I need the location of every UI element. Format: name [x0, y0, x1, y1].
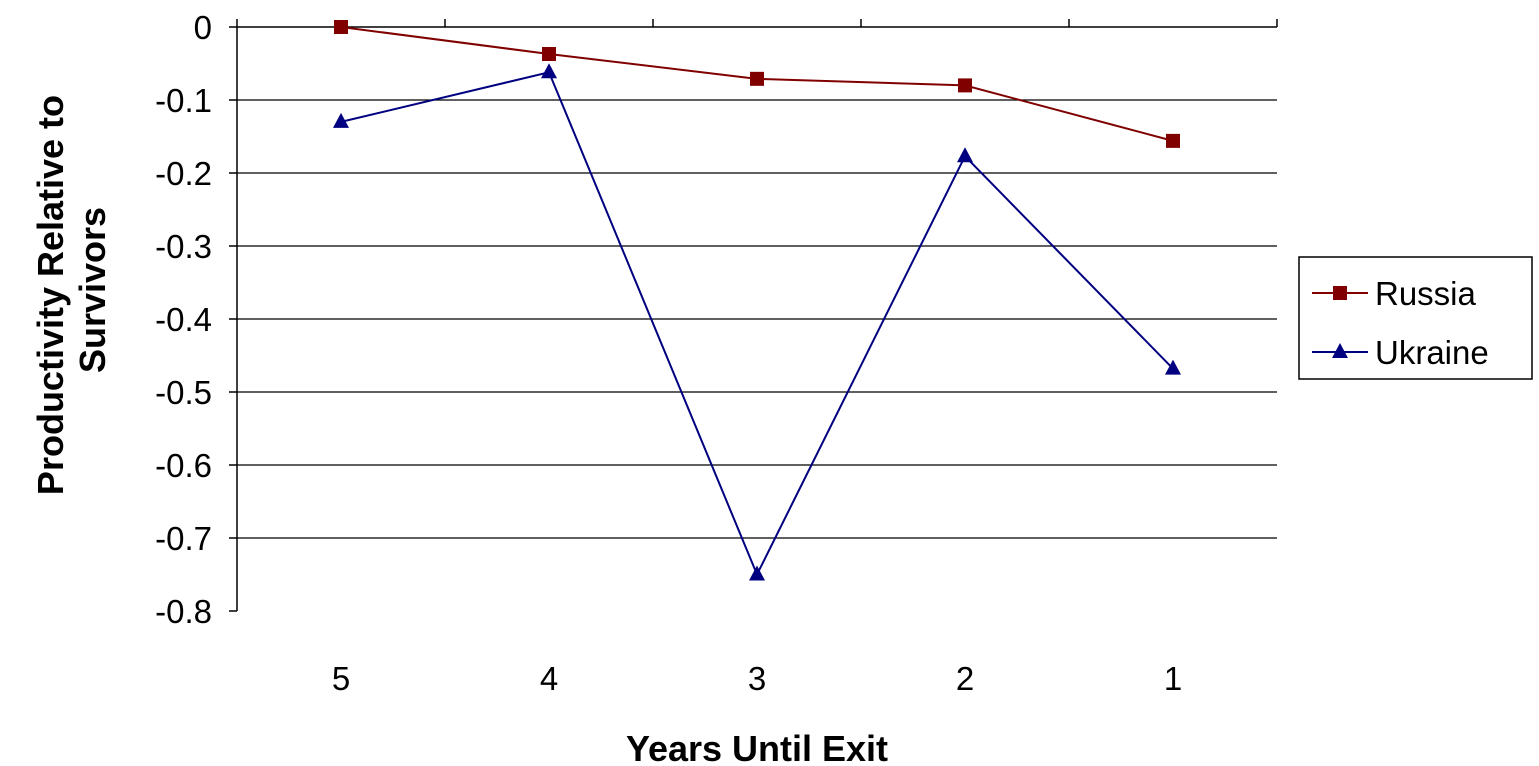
russia-point	[750, 71, 764, 86]
y-axis-ticks: 0 -0.1 -0.2 -0.3 -0.4 -0.5 -0.6 -0.7 -0.8	[155, 9, 237, 630]
ukraine-point	[333, 112, 349, 128]
x-tick-label: 2	[956, 660, 974, 697]
series-ukraine	[333, 63, 1181, 581]
y-tick-label: -0.8	[155, 593, 212, 630]
ukraine-point	[1165, 359, 1181, 375]
russia-point	[542, 47, 556, 62]
y-axis-title: Productivity Relative to Survivors	[30, 85, 113, 495]
russia-point	[958, 78, 972, 93]
russia-point	[1166, 133, 1180, 148]
series-group	[333, 20, 1181, 581]
x-axis-title: Years Until Exit	[626, 728, 888, 766]
y-tick-label: -0.1	[155, 82, 212, 119]
y-tick-label: 0	[194, 9, 212, 46]
y-axis-title-line-2: Survivors	[72, 207, 113, 373]
series-russia	[334, 20, 1180, 148]
x-tick-label: 1	[1164, 660, 1182, 697]
y-tick-label: -0.4	[155, 301, 212, 338]
legend: Russia Ukraine	[1298, 256, 1533, 380]
y-tick-label: -0.6	[155, 447, 212, 484]
legend-russia-label: Russia	[1375, 275, 1477, 312]
legend-ukraine-marker	[1332, 343, 1348, 358]
x-tick-label: 3	[748, 660, 766, 697]
x-tick-label: 4	[540, 660, 558, 697]
x-tick-label: 5	[332, 660, 350, 697]
legend-russia-marker	[1333, 286, 1347, 300]
y-axis-title-line-1: Productivity Relative to	[30, 95, 71, 495]
russia-point	[334, 20, 348, 34]
x-axis-ticks: 5 4 3 2 1	[236, 19, 1278, 697]
y-tick-label: -0.2	[155, 155, 212, 192]
ukraine-point	[541, 63, 557, 79]
legend-ukraine-label: Ukraine	[1375, 334, 1489, 371]
svg-text:Productivity Relative to: Productivity Relative to Survivors	[30, 85, 113, 495]
ukraine-line	[340, 71, 1174, 577]
y-tick-label: -0.5	[155, 374, 212, 411]
gridlines	[237, 99, 1277, 539]
ukraine-point	[957, 147, 973, 163]
y-tick-label: -0.3	[155, 228, 212, 265]
y-tick-label: -0.7	[155, 520, 212, 557]
legend-box	[1298, 256, 1533, 380]
ukraine-point	[749, 565, 765, 581]
